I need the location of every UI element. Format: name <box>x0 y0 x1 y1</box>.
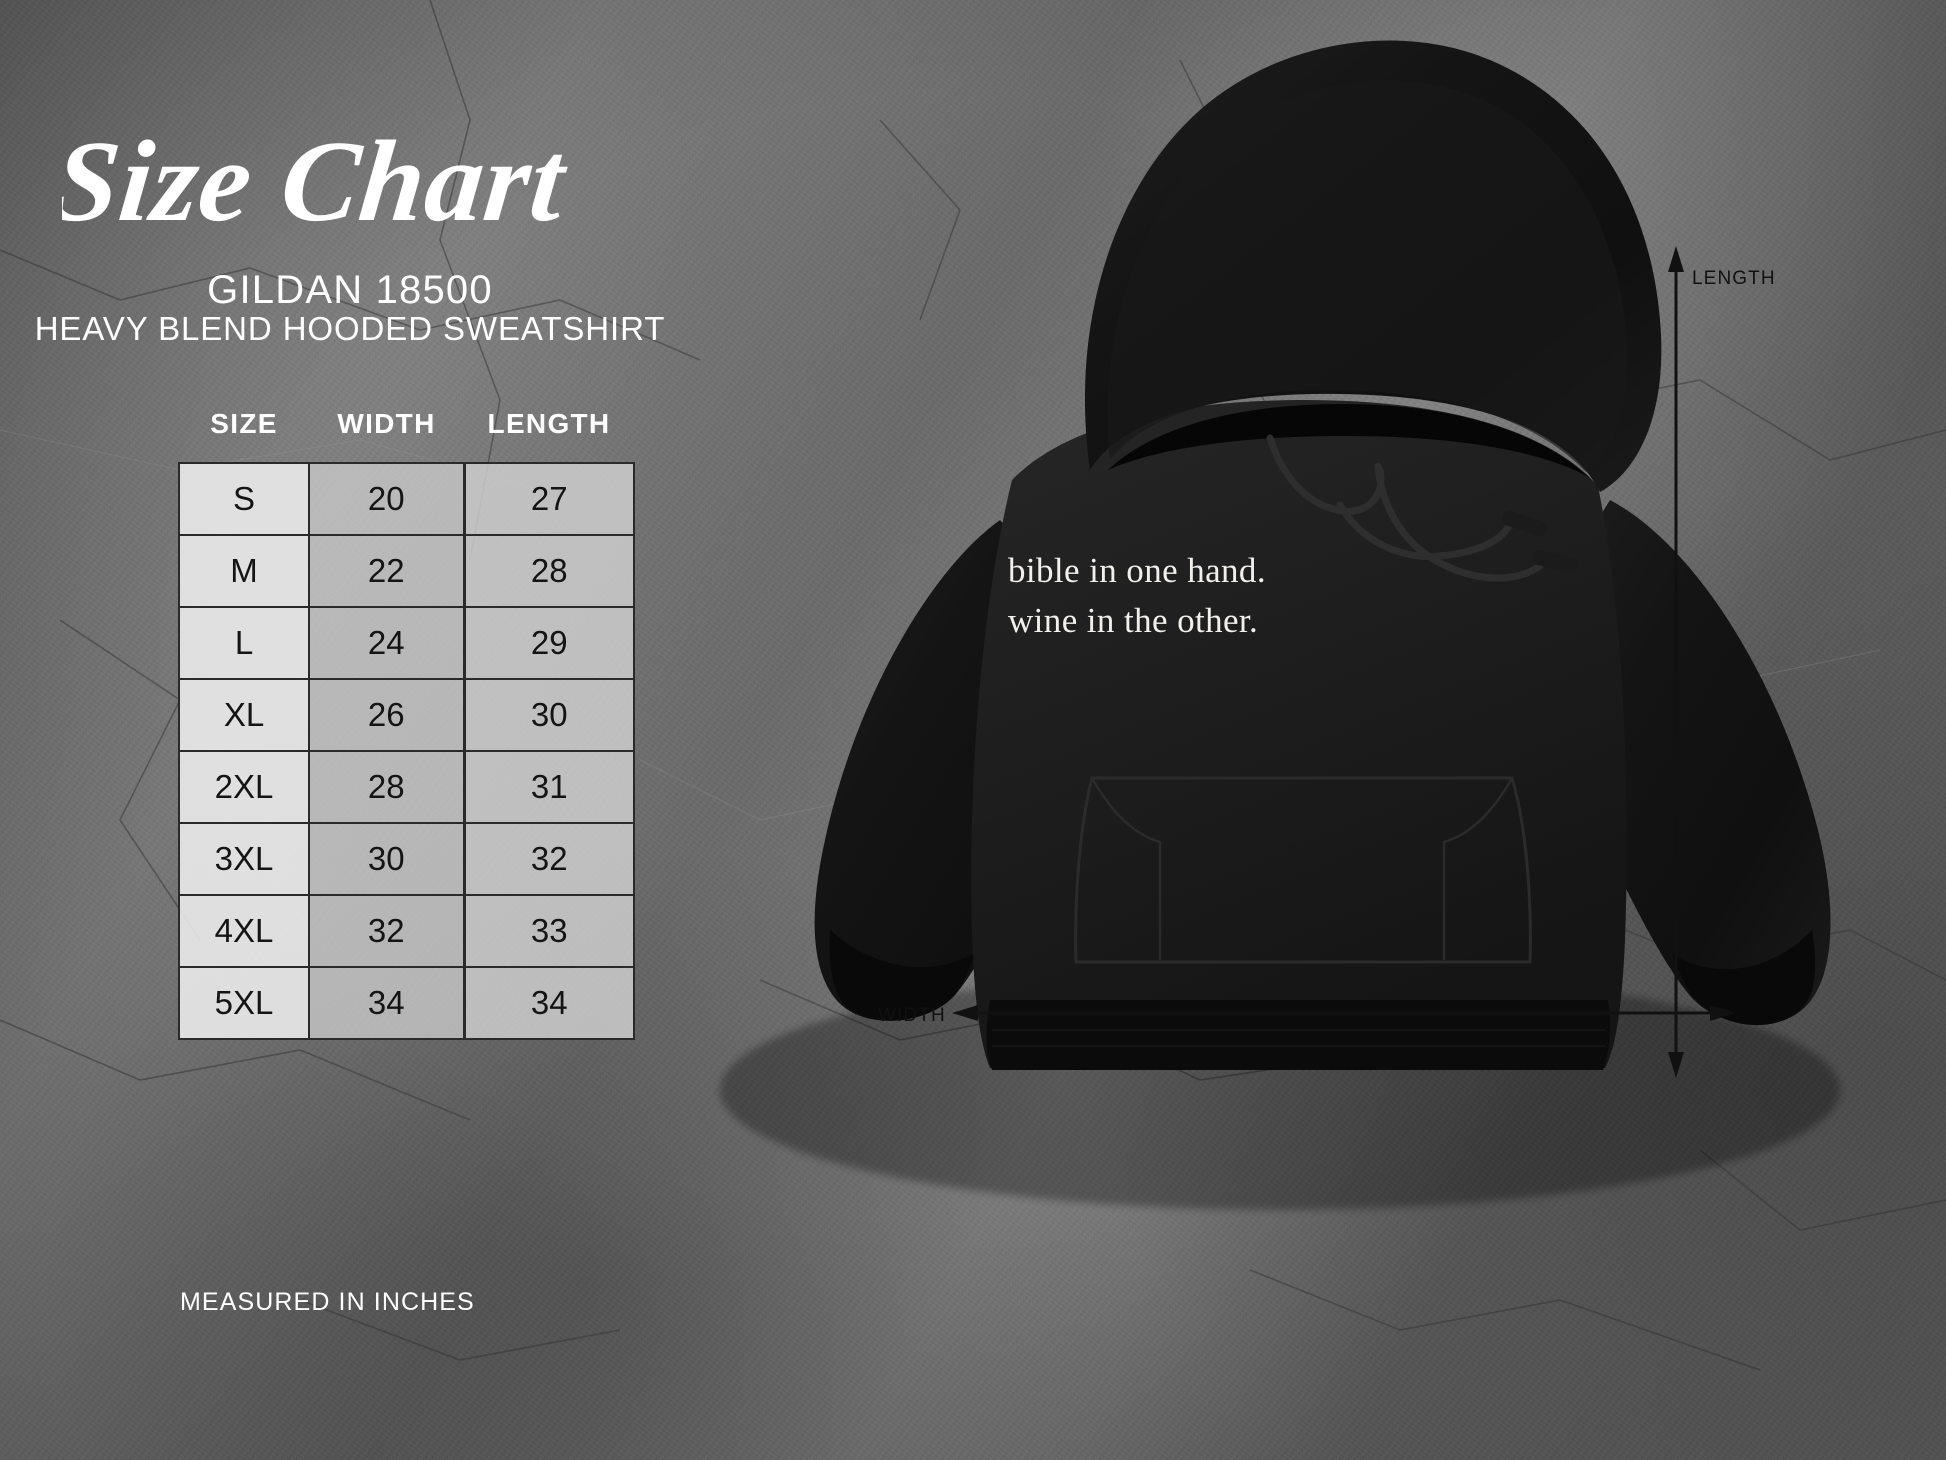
bottom-hem <box>986 1000 1611 1070</box>
table-row: 4XL 32 33 <box>178 894 635 968</box>
cell-size: 2XL <box>178 750 310 824</box>
cell-size: L <box>178 606 310 680</box>
column-header-size: SIZE <box>210 408 278 439</box>
size-chart-panel: Size Chart GILDAN 18500 HEAVY BLEND HOOD… <box>0 0 700 1460</box>
cell-width: 22 <box>308 534 465 608</box>
drawstring-aglets <box>1502 511 1578 573</box>
cell-length: 27 <box>462 462 635 536</box>
table-row: 5XL 34 34 <box>178 966 635 1040</box>
drawstrings <box>1266 434 1544 582</box>
cell-width: 26 <box>308 678 465 752</box>
measurements-table: SIZE WIDTH LENGTH S 20 27 M 22 28 L 24 29 XL 26 30 2… <box>178 408 635 1040</box>
cell-size: 3XL <box>178 822 310 896</box>
table-header: SIZE WIDTH LENGTH <box>179 408 634 463</box>
cell-width: 24 <box>308 606 465 680</box>
cell-size: XL <box>178 678 310 752</box>
cell-length: 29 <box>462 606 635 680</box>
table-row: L 24 29 <box>178 606 635 680</box>
page-title-text: Size Chart <box>62 117 574 246</box>
table-row: S 20 27 <box>178 462 635 536</box>
cell-size: M <box>178 534 310 608</box>
table-row: 2XL 28 31 <box>178 750 635 824</box>
page-title: Size Chart <box>62 112 742 252</box>
product-description: HEAVY BLEND HOODED SWEATSHIRT <box>34 310 666 347</box>
column-header-length: LENGTH <box>487 408 611 439</box>
cell-width: 28 <box>308 750 465 824</box>
column-header-width: WIDTH <box>337 408 436 439</box>
pocket-left-opening <box>1090 777 1162 960</box>
hood-inner <box>1107 80 1628 472</box>
cell-size: 4XL <box>178 894 310 968</box>
print-line-1: bible in one hand. <box>1008 551 1266 590</box>
cell-width: 34 <box>308 966 465 1040</box>
neck-opening <box>1108 404 1590 478</box>
cell-size: S <box>178 462 310 536</box>
hoodie-body <box>971 400 1627 1068</box>
cell-size: 5XL <box>178 966 310 1040</box>
pocket-right-opening <box>1442 777 1514 960</box>
hoodie-illustration: bible in one hand. wine in the other. LE… <box>720 40 1840 1210</box>
cell-length: 33 <box>462 894 635 968</box>
length-measurement: LENGTH <box>1668 246 1776 1078</box>
left-cuff <box>829 930 976 1021</box>
length-measurement-label: LENGTH <box>1692 268 1776 289</box>
width-measurement-label: WIDTH <box>878 1005 946 1026</box>
cell-length: 30 <box>462 678 635 752</box>
cell-width: 20 <box>308 462 465 536</box>
width-measurement: WIDTH <box>878 1005 1736 1026</box>
cell-length: 34 <box>462 966 635 1040</box>
print-line-2: wine in the other. <box>1008 601 1258 640</box>
kangaroo-pocket <box>1074 776 1532 964</box>
table-body: S 20 27 M 22 28 L 24 29 XL 26 30 2XL 28 31 3XL 30 32 4XL 32… <box>178 462 635 1040</box>
cell-width: 32 <box>308 894 465 968</box>
garment-photo-area: bible in one hand. wine in the other. LE… <box>640 0 1946 1460</box>
product-name: GILDAN 18500 <box>207 268 493 312</box>
cell-length: 31 <box>462 750 635 824</box>
cell-width: 30 <box>308 822 465 896</box>
table-header-row: SIZE WIDTH LENGTH <box>179 408 634 463</box>
measurement-units-note: MEASURED IN INCHES <box>180 1288 475 1316</box>
table-row: 3XL 30 32 <box>178 822 635 896</box>
cell-length: 32 <box>462 822 635 896</box>
table-row: XL 26 30 <box>178 678 635 752</box>
size-chart-script-title: Size Chart <box>62 117 574 246</box>
measurements-table-wrapper: SIZE WIDTH LENGTH S 20 27 M 22 28 L 24 29 XL 26 30 2… <box>178 408 635 1040</box>
cell-length: 28 <box>462 534 635 608</box>
right-cuff <box>1672 930 1816 1026</box>
table-row: M 22 28 <box>178 534 635 608</box>
